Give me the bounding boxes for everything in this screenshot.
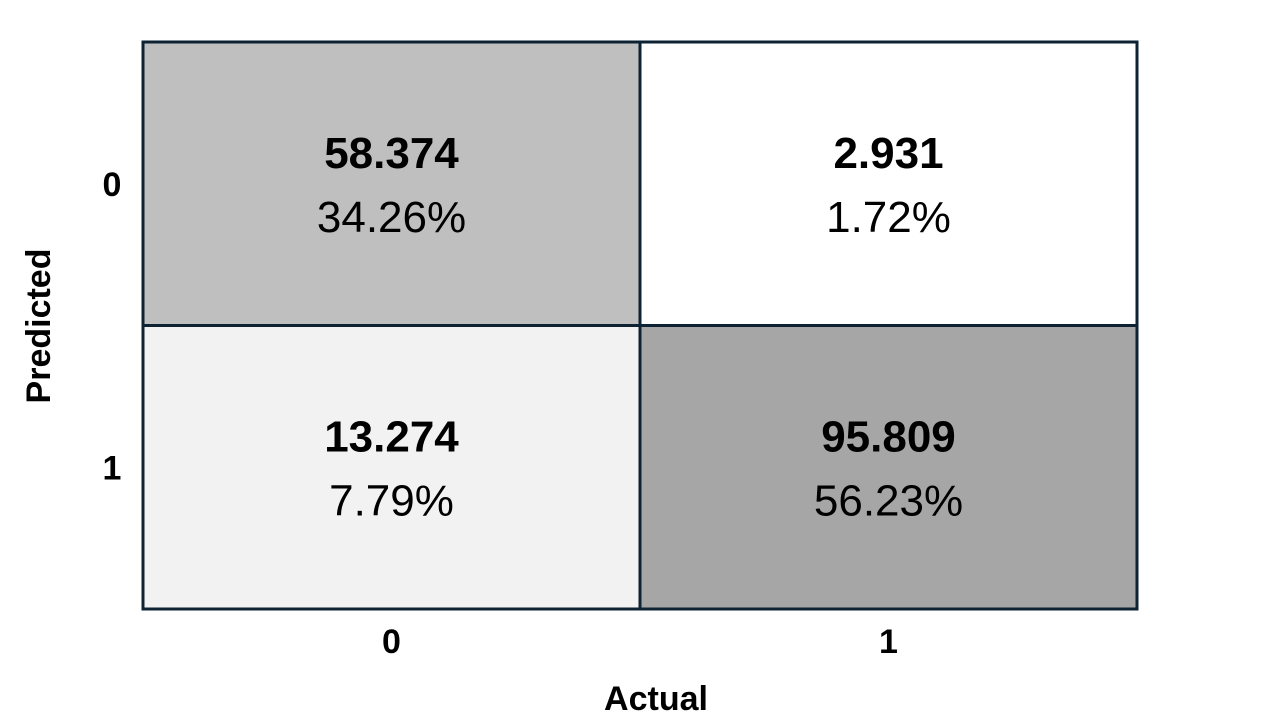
cell-percent-pred0-act0: 34.26% [317, 193, 466, 242]
cell-value-pred1-act1: 95.809 [821, 412, 956, 461]
x-tick-label-0: 0 [382, 623, 401, 661]
matrix-cell-pred1-act0 [141, 324, 642, 611]
y-tick-label-0: 0 [103, 166, 122, 204]
cell-value-pred1-act0: 13.274 [324, 412, 459, 461]
cell-percent-pred1-act0: 7.79% [329, 476, 454, 525]
x-axis-label: Actual [604, 680, 708, 718]
matrix-cell-pred1-act1 [638, 324, 1139, 611]
cell-percent-pred1-act1: 56.23% [814, 476, 963, 525]
cell-percent-pred0-act1: 1.72% [826, 193, 951, 242]
cell-value-pred0-act1: 2.931 [833, 129, 943, 178]
y-axis-label: Predicted [20, 249, 58, 404]
matrix-cell-pred0-act1 [638, 40, 1139, 327]
matrix-border [141, 40, 1139, 611]
matrix-cell-pred0-act0 [141, 40, 642, 327]
cell-value-pred0-act0: 58.374 [324, 129, 459, 178]
y-tick-label-1: 1 [103, 449, 122, 487]
x-tick-label-1: 1 [879, 623, 898, 661]
